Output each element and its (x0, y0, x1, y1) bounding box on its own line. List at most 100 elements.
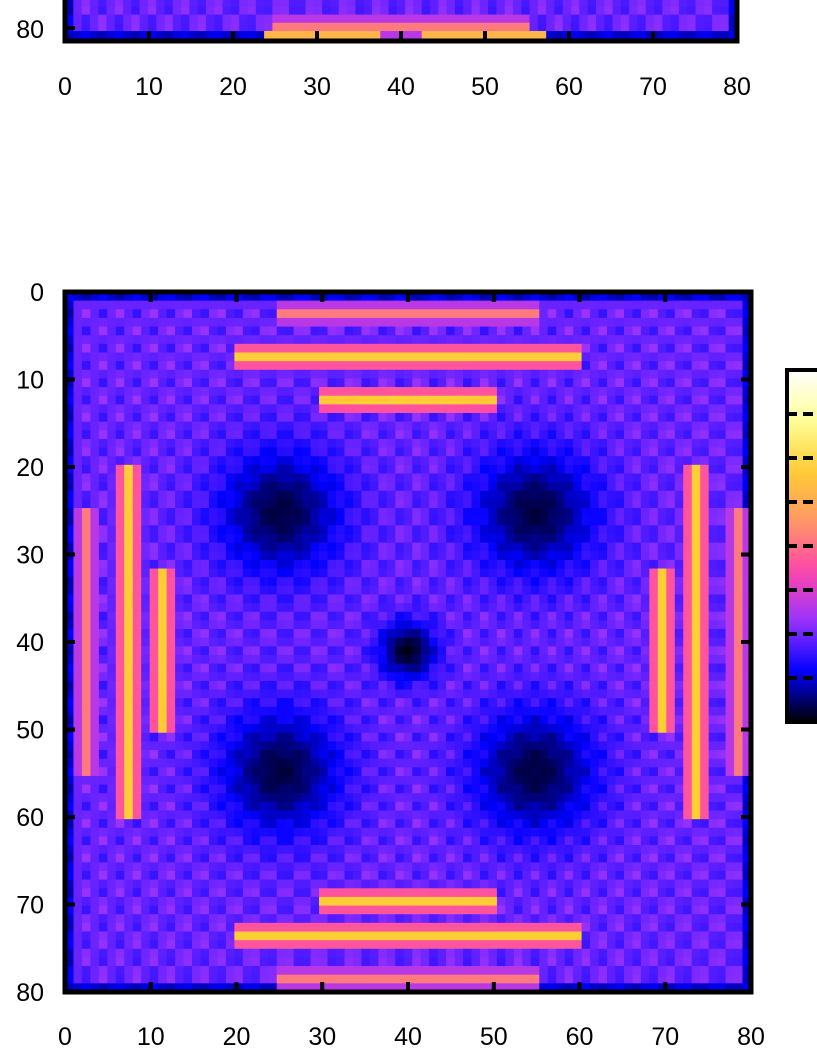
heatmap-cell (581, 732, 591, 742)
heatmap-cell (242, 499, 252, 509)
heatmap-cell (276, 343, 286, 354)
heatmap-cell (378, 317, 388, 328)
heatmap-cell (640, 309, 650, 319)
heatmap-cell (293, 559, 303, 570)
heatmap-cell (471, 412, 481, 423)
heatmap-cell (598, 637, 608, 647)
heatmap-cell (437, 758, 447, 768)
heatmap-cell (214, 0, 224, 8)
heatmap-cell (649, 430, 659, 440)
heatmap-cell (352, 637, 363, 647)
heatmap-cell (242, 577, 252, 587)
heatmap-cell (192, 689, 202, 699)
heatmap-cell (200, 525, 210, 535)
heatmap-cell (268, 629, 278, 639)
heatmap-cell (683, 611, 693, 621)
heatmap-cell (564, 689, 574, 699)
heatmap-cell (369, 438, 379, 449)
heatmap-cell (327, 672, 337, 682)
heatmap-cell (251, 577, 261, 587)
heatmap-cell (615, 456, 625, 466)
heatmap-cell (369, 542, 379, 552)
heatmap-cell (230, 0, 240, 8)
heatmap-cell (564, 378, 574, 388)
heatmap-cell (454, 680, 464, 691)
heatmap-cell (530, 732, 540, 742)
heatmap-cell (361, 542, 371, 552)
heatmap-cell (657, 629, 667, 639)
heatmap-cell (683, 317, 693, 328)
heatmap-cell (200, 715, 210, 725)
heatmap-cell (632, 369, 642, 380)
heatmap-cell (463, 654, 473, 665)
heatmap-cell (276, 499, 286, 509)
heatmap-cell (319, 456, 329, 466)
heatmap-cell (725, 309, 735, 319)
heatmap-cell (598, 352, 608, 362)
heatmap-cell (225, 482, 235, 492)
heatmap-cell (90, 542, 100, 552)
heatmap-cell (412, 715, 422, 725)
heatmap-cell (369, 352, 379, 362)
heatmap-cell (708, 654, 718, 665)
heatmap-cell (319, 732, 329, 742)
heatmap-cell (225, 343, 235, 354)
heatmap-cell (336, 663, 346, 673)
heatmap-cell (403, 689, 413, 699)
heatmap-cell (604, 22, 614, 32)
heatmap-cell (310, 317, 320, 328)
heatmap-cell (276, 698, 286, 708)
heatmap-cell (573, 559, 583, 570)
heatmap-cell (590, 663, 600, 673)
heatmap-cell (725, 430, 735, 440)
heatmap-cell (581, 447, 591, 457)
heatmap-cell (430, 0, 439, 8)
heatmap-cell (208, 629, 219, 639)
heatmap-cell (691, 473, 701, 483)
heatmap-cell (73, 31, 83, 40)
heatmap-cell (513, 22, 522, 32)
heatmap-cell (107, 335, 117, 345)
heatmap-cell (352, 568, 363, 578)
heatmap-cell (106, 14, 116, 24)
heatmap-cell (547, 551, 557, 561)
heatmap-cell (496, 542, 506, 552)
heatmap-cell (598, 482, 608, 492)
heatmap-cell (463, 473, 473, 483)
heatmap-cell (344, 300, 354, 310)
heatmap-cell (683, 490, 693, 501)
heatmap-cell (276, 637, 286, 647)
heatmap-cell (666, 603, 676, 613)
heatmap-cell (471, 559, 481, 570)
heatmap-cell (386, 689, 396, 699)
heatmap-cell (623, 663, 634, 673)
heatmap-cell (666, 542, 676, 552)
heatmap-cell (556, 620, 566, 630)
heatmap-cell (302, 585, 312, 596)
heatmap-cell (192, 464, 202, 475)
heatmap-cell (556, 464, 566, 475)
heatmap-cell (529, 22, 539, 32)
heatmap-cell (369, 689, 379, 699)
heatmap-cell (513, 300, 523, 310)
heatmap-cell (327, 724, 337, 734)
heatmap-cell (293, 378, 303, 388)
heatmap-cell (598, 412, 608, 423)
heatmap-cell (674, 508, 684, 518)
heatmap-cell (132, 741, 142, 751)
heatmap-cell (81, 31, 91, 40)
heatmap-cell (200, 542, 210, 552)
heatmap-cell (734, 404, 744, 414)
heatmap-cell (678, 31, 688, 40)
heatmap-cell (513, 620, 523, 630)
heatmap-cell (420, 447, 430, 457)
heatmap-cell (556, 663, 566, 673)
heatmap-cell (678, 14, 688, 24)
heatmap-cell (420, 326, 430, 336)
heatmap-cell (115, 698, 125, 708)
heatmap-cell (708, 732, 718, 742)
heatmap-cell (420, 525, 430, 535)
heatmap-cell (513, 499, 523, 509)
heatmap-cell (90, 456, 100, 466)
heatmap-cell (200, 646, 210, 656)
